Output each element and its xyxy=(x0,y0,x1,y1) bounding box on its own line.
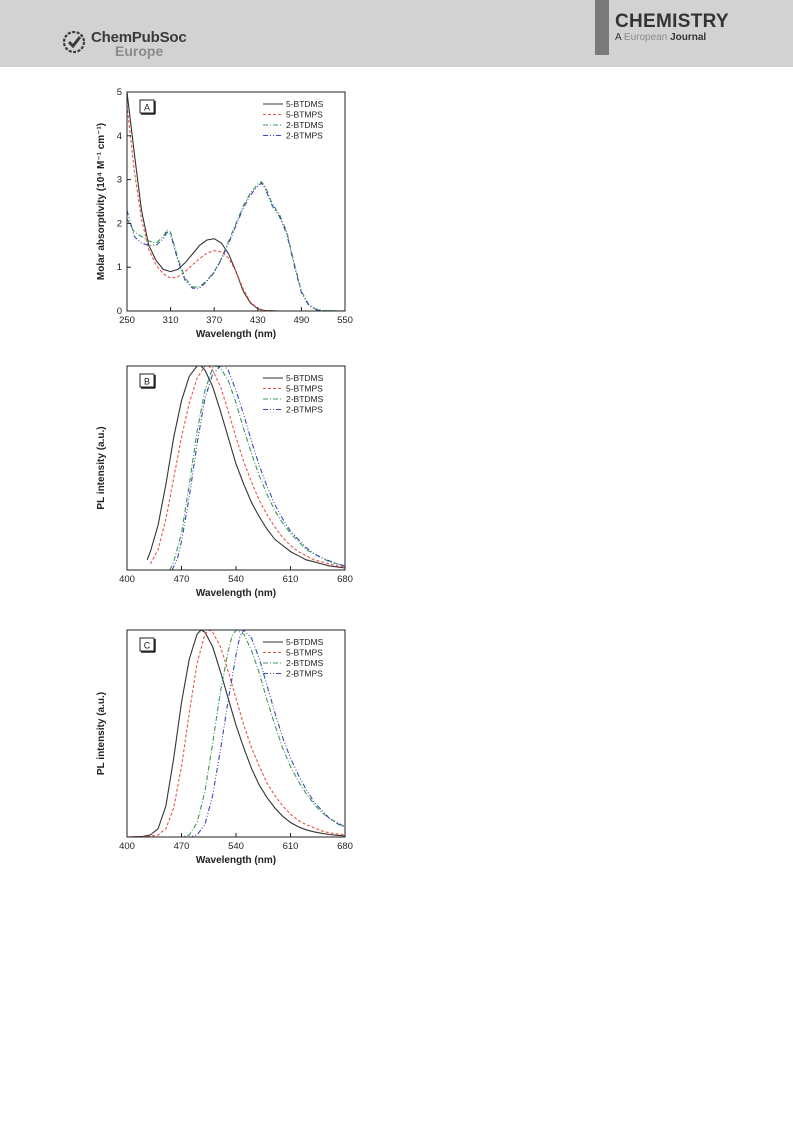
plot-frame xyxy=(126,91,346,312)
x-tick-label: 610 xyxy=(283,841,299,852)
series-line-2-BTDMS xyxy=(177,630,345,837)
y-tick-label: 1 xyxy=(117,262,122,273)
legend-label: 2-BTDMS xyxy=(286,394,324,404)
x-tick-label: 540 xyxy=(228,574,244,585)
journal-sub-a: A xyxy=(615,32,622,43)
x-tick-label: 250 xyxy=(119,315,135,326)
series-line-5-BTDMS xyxy=(127,630,345,837)
series-line-2-BTDMS xyxy=(169,366,345,570)
legend-label: 5-BTMPS xyxy=(286,648,323,658)
y-tick-label: 2 xyxy=(117,218,122,229)
panel-label-box xyxy=(139,637,155,652)
legend-label: 5-BTMPS xyxy=(286,384,323,394)
y-axis-label: PL intensity (a.u.) xyxy=(96,426,107,509)
pl-solution-chart: 400 470 540 610 680 Wavelength (nm) PL intensi… xyxy=(96,365,353,599)
y-axis-label: PL intensity (a.u.) xyxy=(96,692,107,775)
legend-label: 5-BTDMS xyxy=(286,373,324,383)
x-tick-label: 680 xyxy=(337,841,353,852)
x-tick-label: 310 xyxy=(163,315,179,326)
series-line-5-BTMPS xyxy=(127,105,345,311)
x-tick-label: 400 xyxy=(119,574,135,585)
y-tick-label: 3 xyxy=(117,175,122,186)
series-line-5-BTDMS xyxy=(146,366,345,569)
x-tick-label: 470 xyxy=(174,574,190,585)
panel-label: A xyxy=(144,103,150,113)
legend-label: 2-BTMPS xyxy=(286,669,323,679)
series-line-2-BTDMS xyxy=(127,181,345,311)
x-axis-label: Wavelength (nm) xyxy=(196,588,276,599)
journal-subtitle: A European Journal xyxy=(615,32,706,43)
journal-sub-european: European xyxy=(623,32,668,43)
x-tick-label: 680 xyxy=(337,574,353,585)
legend-label: 2-BTMPS xyxy=(286,405,323,415)
y-axis-label: Molar absorptivity (10⁴ M⁻¹ cm⁻¹) xyxy=(96,123,107,280)
legend-label: 2-BTDMS xyxy=(286,120,324,130)
series-line-2-BTMPS xyxy=(171,366,345,570)
panel-label-box xyxy=(139,99,155,114)
legend-label: 2-BTMPS xyxy=(286,131,323,141)
x-axis-label: Wavelength (nm) xyxy=(196,855,276,866)
y-tick-label: 0 xyxy=(117,306,122,317)
legend-label: 5-BTDMS xyxy=(286,637,324,647)
journal-bar xyxy=(595,0,609,55)
y-tick-label: 4 xyxy=(117,131,122,142)
panel-label: C xyxy=(144,641,151,651)
series-line-5-BTMPS xyxy=(149,366,345,568)
publisher-name: ChemPubSoc xyxy=(91,29,187,46)
series-line-2-BTMPS xyxy=(185,630,345,837)
series-line-2-BTMPS xyxy=(127,182,345,311)
publisher-sub: Europe xyxy=(115,43,164,59)
pl-film-chart: 400 470 540 610 680 Wavelength (nm) PL intensi… xyxy=(96,629,353,866)
journal-sub-journal: Journal xyxy=(670,32,707,43)
chempubsoc-logo-icon xyxy=(62,30,86,54)
x-axis-label: Wavelength (nm) xyxy=(196,329,276,340)
x-tick-label: 490 xyxy=(293,315,309,326)
x-tick-label: 370 xyxy=(206,315,222,326)
x-tick-label: 430 xyxy=(250,315,266,326)
legend-label: 5-BTDMS xyxy=(286,99,324,109)
page-header: ChemPubSoc Europe CHEMISTRY A European J… xyxy=(0,0,793,67)
x-tick-label: 610 xyxy=(283,574,299,585)
panel-label-box xyxy=(139,373,155,388)
absorption-chart: 250 310 370 430 490 550 0 1 2 3 4 5 Wavelength (nm) M… xyxy=(96,87,353,340)
x-tick-label: 470 xyxy=(174,841,190,852)
x-tick-label: 540 xyxy=(228,841,244,852)
legend-label: 2-BTDMS xyxy=(286,658,324,668)
x-tick-label: 550 xyxy=(337,315,353,326)
y-tick-label: 5 xyxy=(117,87,122,98)
legend-label: 5-BTMPS xyxy=(286,110,323,120)
panel-label: B xyxy=(144,377,150,387)
x-tick-label: 400 xyxy=(119,841,135,852)
journal-title: CHEMISTRY xyxy=(615,11,729,32)
series-line-5-BTMPS xyxy=(127,630,345,837)
